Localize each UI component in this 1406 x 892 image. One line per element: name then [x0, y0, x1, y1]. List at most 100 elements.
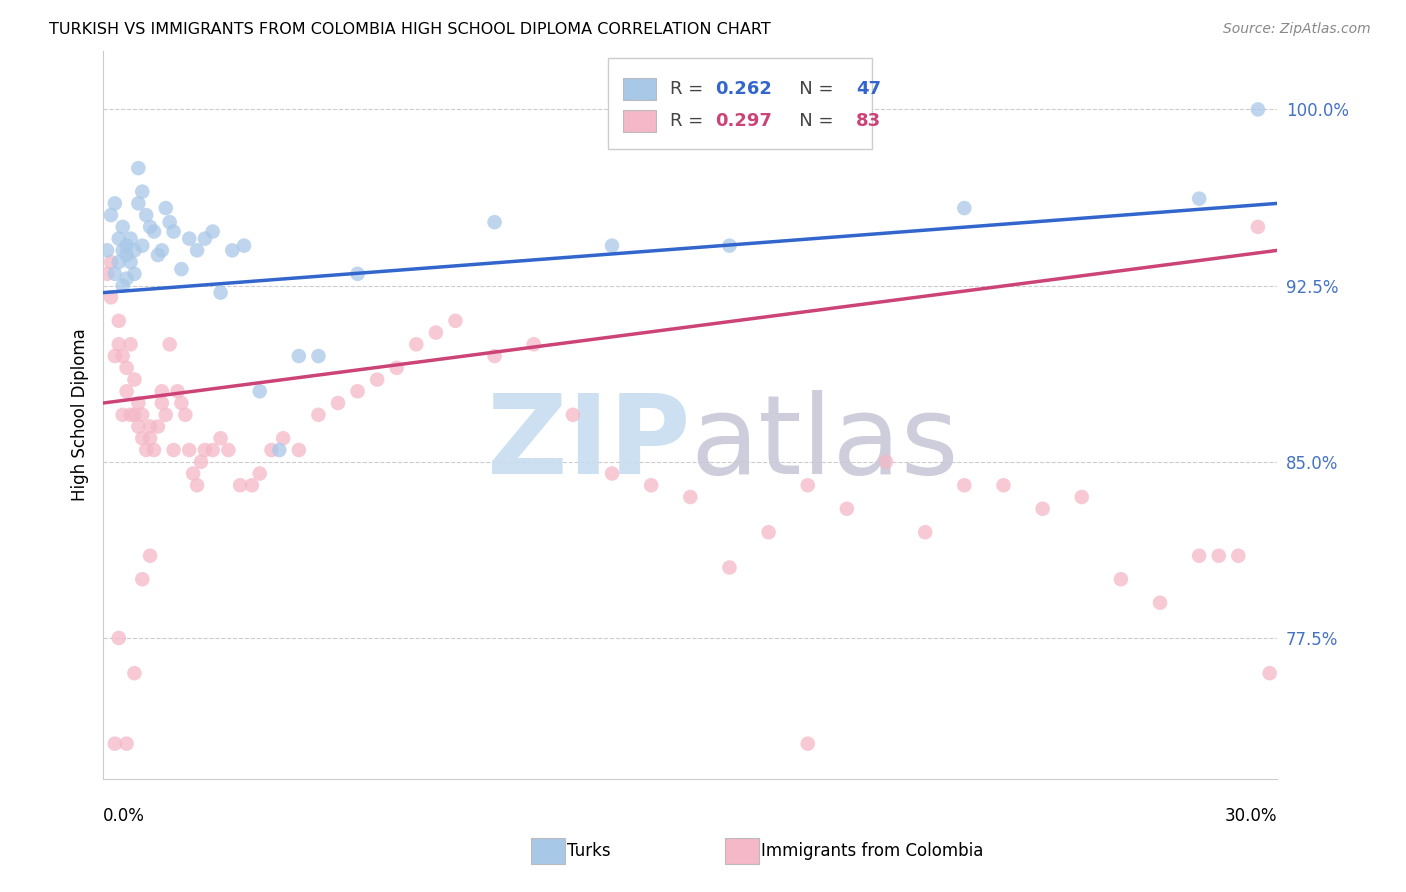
Point — [346, 267, 368, 281]
Point — [1247, 219, 1270, 234]
Point — [405, 337, 427, 351]
Point — [366, 373, 388, 387]
Bar — [623, 111, 657, 132]
Text: R =: R = — [671, 80, 710, 98]
FancyBboxPatch shape — [609, 58, 872, 149]
Point — [679, 490, 702, 504]
Point — [111, 408, 134, 422]
Point — [194, 443, 217, 458]
Point — [127, 161, 149, 175]
Point — [104, 349, 127, 363]
Point — [1227, 549, 1250, 563]
Y-axis label: High School Diploma: High School Diploma — [72, 328, 89, 501]
Point — [115, 238, 138, 252]
Point — [100, 255, 122, 269]
Text: Turks: Turks — [567, 842, 610, 860]
Point — [179, 231, 201, 245]
Point — [135, 443, 157, 458]
Point — [953, 201, 976, 215]
Point — [124, 666, 146, 681]
Point — [155, 408, 177, 422]
Point — [523, 337, 546, 351]
Point — [107, 337, 129, 351]
Text: N =: N = — [782, 112, 839, 130]
Point — [120, 255, 142, 269]
Point — [150, 384, 173, 399]
Point — [1208, 549, 1230, 563]
Point — [796, 737, 818, 751]
Text: 47: 47 — [856, 80, 882, 98]
Point — [1247, 103, 1270, 117]
Point — [181, 467, 204, 481]
Point — [139, 219, 162, 234]
Point — [135, 208, 157, 222]
Point — [143, 225, 166, 239]
Point — [107, 314, 129, 328]
Point — [1109, 572, 1132, 586]
Text: 0.262: 0.262 — [716, 80, 772, 98]
Point — [953, 478, 976, 492]
Point — [124, 408, 146, 422]
Text: Immigrants from Colombia: Immigrants from Colombia — [761, 842, 983, 860]
Point — [425, 326, 447, 340]
Point — [758, 525, 780, 540]
Point — [1188, 549, 1211, 563]
Point — [120, 231, 142, 245]
Point — [159, 215, 181, 229]
Point — [104, 737, 127, 751]
Point — [600, 467, 623, 481]
Point — [100, 290, 122, 304]
Point — [269, 443, 291, 458]
Point — [484, 215, 506, 229]
Point — [107, 631, 129, 645]
Point — [124, 267, 146, 281]
Point — [201, 225, 224, 239]
Point — [561, 408, 583, 422]
Point — [346, 384, 368, 399]
Point — [139, 419, 162, 434]
Point — [115, 384, 138, 399]
Point — [143, 443, 166, 458]
Point — [131, 408, 153, 422]
Point — [162, 225, 184, 239]
Point — [127, 396, 149, 410]
Point — [190, 455, 212, 469]
Point — [124, 244, 146, 258]
Point — [217, 443, 239, 458]
Point — [131, 185, 153, 199]
Point — [209, 285, 232, 300]
Point — [307, 408, 329, 422]
Point — [115, 360, 138, 375]
Point — [288, 443, 311, 458]
Point — [104, 196, 127, 211]
Point — [115, 737, 138, 751]
Point — [271, 431, 294, 445]
Point — [155, 201, 177, 215]
Text: Source: ZipAtlas.com: Source: ZipAtlas.com — [1223, 22, 1371, 37]
Point — [326, 396, 349, 410]
Point — [1188, 192, 1211, 206]
Point — [201, 443, 224, 458]
Point — [600, 238, 623, 252]
Point — [835, 501, 858, 516]
Point — [170, 396, 193, 410]
Point — [385, 360, 408, 375]
Point — [96, 244, 118, 258]
Point — [111, 349, 134, 363]
Point — [131, 238, 153, 252]
Point — [131, 572, 153, 586]
Point — [914, 525, 936, 540]
Point — [111, 219, 134, 234]
Point — [96, 267, 118, 281]
Point — [174, 408, 197, 422]
Text: N =: N = — [782, 80, 839, 98]
Point — [875, 455, 897, 469]
Bar — [623, 78, 657, 100]
Point — [249, 384, 271, 399]
Text: 83: 83 — [856, 112, 882, 130]
Point — [150, 244, 173, 258]
Point — [159, 337, 181, 351]
Point — [718, 560, 741, 574]
Point — [796, 478, 818, 492]
Point — [131, 431, 153, 445]
